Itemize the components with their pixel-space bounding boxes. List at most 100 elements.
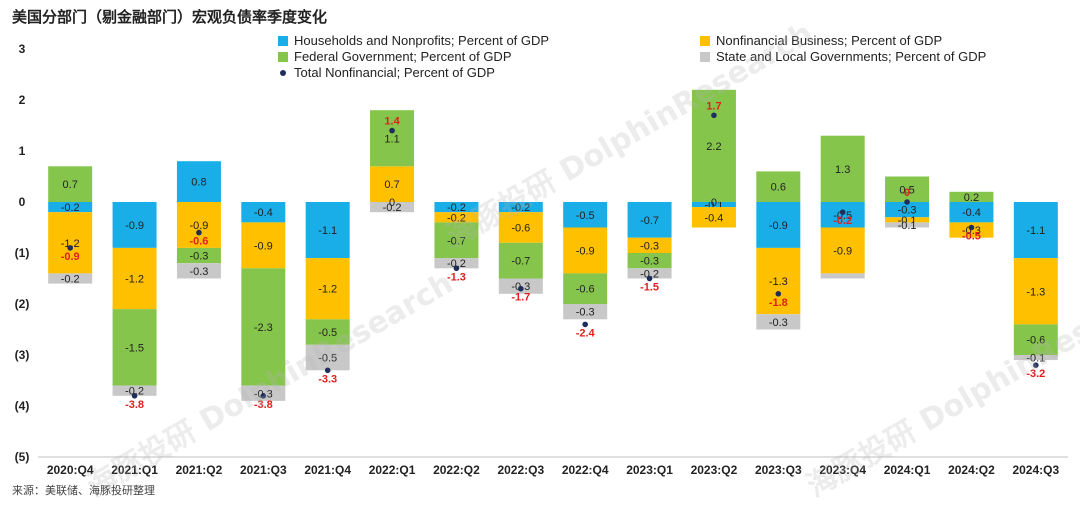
total-marker bbox=[582, 321, 588, 328]
bar-households bbox=[756, 202, 801, 248]
total-value-label: -1.7 bbox=[511, 292, 530, 304]
bar-value-label-state: -0.2 bbox=[61, 274, 80, 286]
bar-value-label-households: -0.4 bbox=[254, 207, 273, 219]
bar-state bbox=[756, 314, 801, 330]
bar-state bbox=[820, 273, 865, 279]
total-marker bbox=[518, 285, 524, 292]
total-marker bbox=[131, 393, 138, 399]
y-tick-label: (2) bbox=[15, 297, 30, 311]
legend-label-state: State and Local Governments; Percent of … bbox=[716, 49, 987, 64]
bar-value-label-households: -0.5 bbox=[576, 210, 595, 222]
bar-business bbox=[627, 237, 672, 253]
legend-label-business: Nonfinancial Business; Percent of GDP bbox=[716, 33, 943, 48]
bar-federal bbox=[756, 171, 801, 202]
total-marker bbox=[1033, 362, 1039, 369]
bar-value-label-federal: -0.7 bbox=[447, 235, 466, 247]
total-value-label: 0 bbox=[904, 187, 910, 199]
bar-value-label-business: -0.3 bbox=[640, 240, 659, 252]
bar-federal bbox=[1013, 324, 1058, 355]
total-value-label: -3.8 bbox=[254, 399, 273, 411]
x-tick-label: 2024:Q3 bbox=[1012, 463, 1059, 477]
bar-value-label-households: 0 bbox=[389, 197, 395, 209]
bar-households bbox=[691, 202, 736, 208]
bar-value-label-households: 0.8 bbox=[191, 177, 206, 189]
y-tick-label: 2 bbox=[19, 93, 26, 107]
x-tick-label: 2024:Q2 bbox=[948, 463, 995, 477]
bar-value-label-business: 0.7 bbox=[384, 179, 399, 191]
total-marker bbox=[67, 245, 73, 251]
bar-households bbox=[885, 202, 930, 218]
total-marker bbox=[646, 275, 653, 282]
legend-swatch-federal bbox=[278, 51, 288, 62]
bar-households bbox=[112, 202, 157, 248]
bar-business bbox=[48, 212, 93, 274]
total-value-label: -0.6 bbox=[189, 236, 208, 248]
bar-federal bbox=[241, 268, 286, 386]
bar-value-label-federal: 0.2 bbox=[964, 192, 979, 204]
bar-business bbox=[241, 222, 286, 269]
bar-value-label-business: -1.3 bbox=[769, 276, 788, 288]
total-marker bbox=[775, 291, 782, 297]
x-tick-label: 2022:Q2 bbox=[433, 463, 480, 477]
bar-value-label-households: -0.9 bbox=[769, 220, 788, 232]
y-tick-label: 1 bbox=[19, 144, 26, 158]
bar-value-label-households: -0.3 bbox=[898, 205, 917, 217]
bar-value-label-households: -0.9 bbox=[125, 220, 144, 232]
total-marker bbox=[260, 393, 267, 399]
bar-state bbox=[563, 304, 608, 320]
bar-value-label-federal: 0.6 bbox=[771, 182, 786, 194]
bar-value-label-state: -0.2 bbox=[447, 258, 466, 270]
bar-value-label-business: -0.4 bbox=[704, 212, 723, 224]
bar-value-label-business: -0.9 bbox=[833, 245, 852, 257]
legend-swatch-state bbox=[700, 51, 710, 62]
bar-value-label-federal: 2.2 bbox=[706, 141, 721, 153]
bar-value-label-state: -0.3 bbox=[189, 266, 208, 278]
bar-value-label-federal: -0.3 bbox=[640, 256, 659, 268]
bar-value-label-federal: -0.6 bbox=[576, 284, 595, 296]
bar-state bbox=[176, 263, 221, 279]
total-value-label: -0.5 bbox=[962, 231, 981, 243]
total-value-label: 1.7 bbox=[706, 100, 721, 112]
bar-business bbox=[498, 212, 543, 243]
bar-value-label-business: -0.9 bbox=[189, 220, 208, 232]
total-value-label: -3.3 bbox=[318, 373, 337, 385]
bar-state bbox=[48, 273, 93, 284]
bar-federal bbox=[885, 176, 930, 202]
total-value-label: -1.8 bbox=[769, 297, 788, 309]
total-value-label: -1.3 bbox=[447, 271, 466, 283]
bar-households bbox=[48, 202, 93, 213]
total-marker bbox=[196, 229, 202, 236]
bar-federal bbox=[112, 309, 157, 386]
bar-value-label-households: -0.7 bbox=[640, 215, 659, 227]
bar-value-label-households: -0.4 bbox=[962, 207, 981, 219]
bar-state bbox=[885, 222, 930, 228]
bar-value-label-households: -0.2 bbox=[61, 202, 80, 214]
total-value-label: -3.2 bbox=[1026, 368, 1045, 380]
total-value-label: -2.4 bbox=[576, 327, 596, 339]
bar-households bbox=[305, 202, 350, 259]
bar-value-label-state: -0.2 bbox=[125, 386, 144, 398]
y-tick-label: (5) bbox=[15, 450, 30, 464]
total-marker bbox=[711, 112, 717, 119]
bar-state bbox=[112, 385, 157, 396]
legend-item-federal: Federal Government; Percent of GDP bbox=[278, 49, 511, 64]
bar-federal bbox=[563, 273, 608, 304]
bar-households bbox=[563, 202, 608, 228]
total-marker bbox=[453, 265, 460, 272]
bar-value-label-state: -0.3 bbox=[576, 307, 595, 319]
bar-value-label-state: -0.5 bbox=[318, 353, 337, 365]
bar-value-label-state: -0.2 bbox=[383, 202, 402, 214]
total-value-label: -3.8 bbox=[125, 399, 144, 411]
source-note: 来源：美联储、海豚投研整理 bbox=[12, 485, 155, 497]
bar-value-label-federal: -0.6 bbox=[1026, 335, 1045, 347]
x-tick-label: 2021:Q2 bbox=[176, 463, 223, 477]
bar-business bbox=[305, 258, 350, 320]
bar-federal bbox=[498, 242, 543, 279]
bar-state bbox=[305, 344, 350, 371]
bar-federal bbox=[820, 135, 865, 202]
bar-value-label-business: -0.9 bbox=[254, 240, 273, 252]
bar-value-label-households: -0.2 bbox=[511, 202, 530, 214]
x-tick-label: 2024:Q1 bbox=[884, 463, 931, 477]
bar-business bbox=[885, 217, 930, 223]
